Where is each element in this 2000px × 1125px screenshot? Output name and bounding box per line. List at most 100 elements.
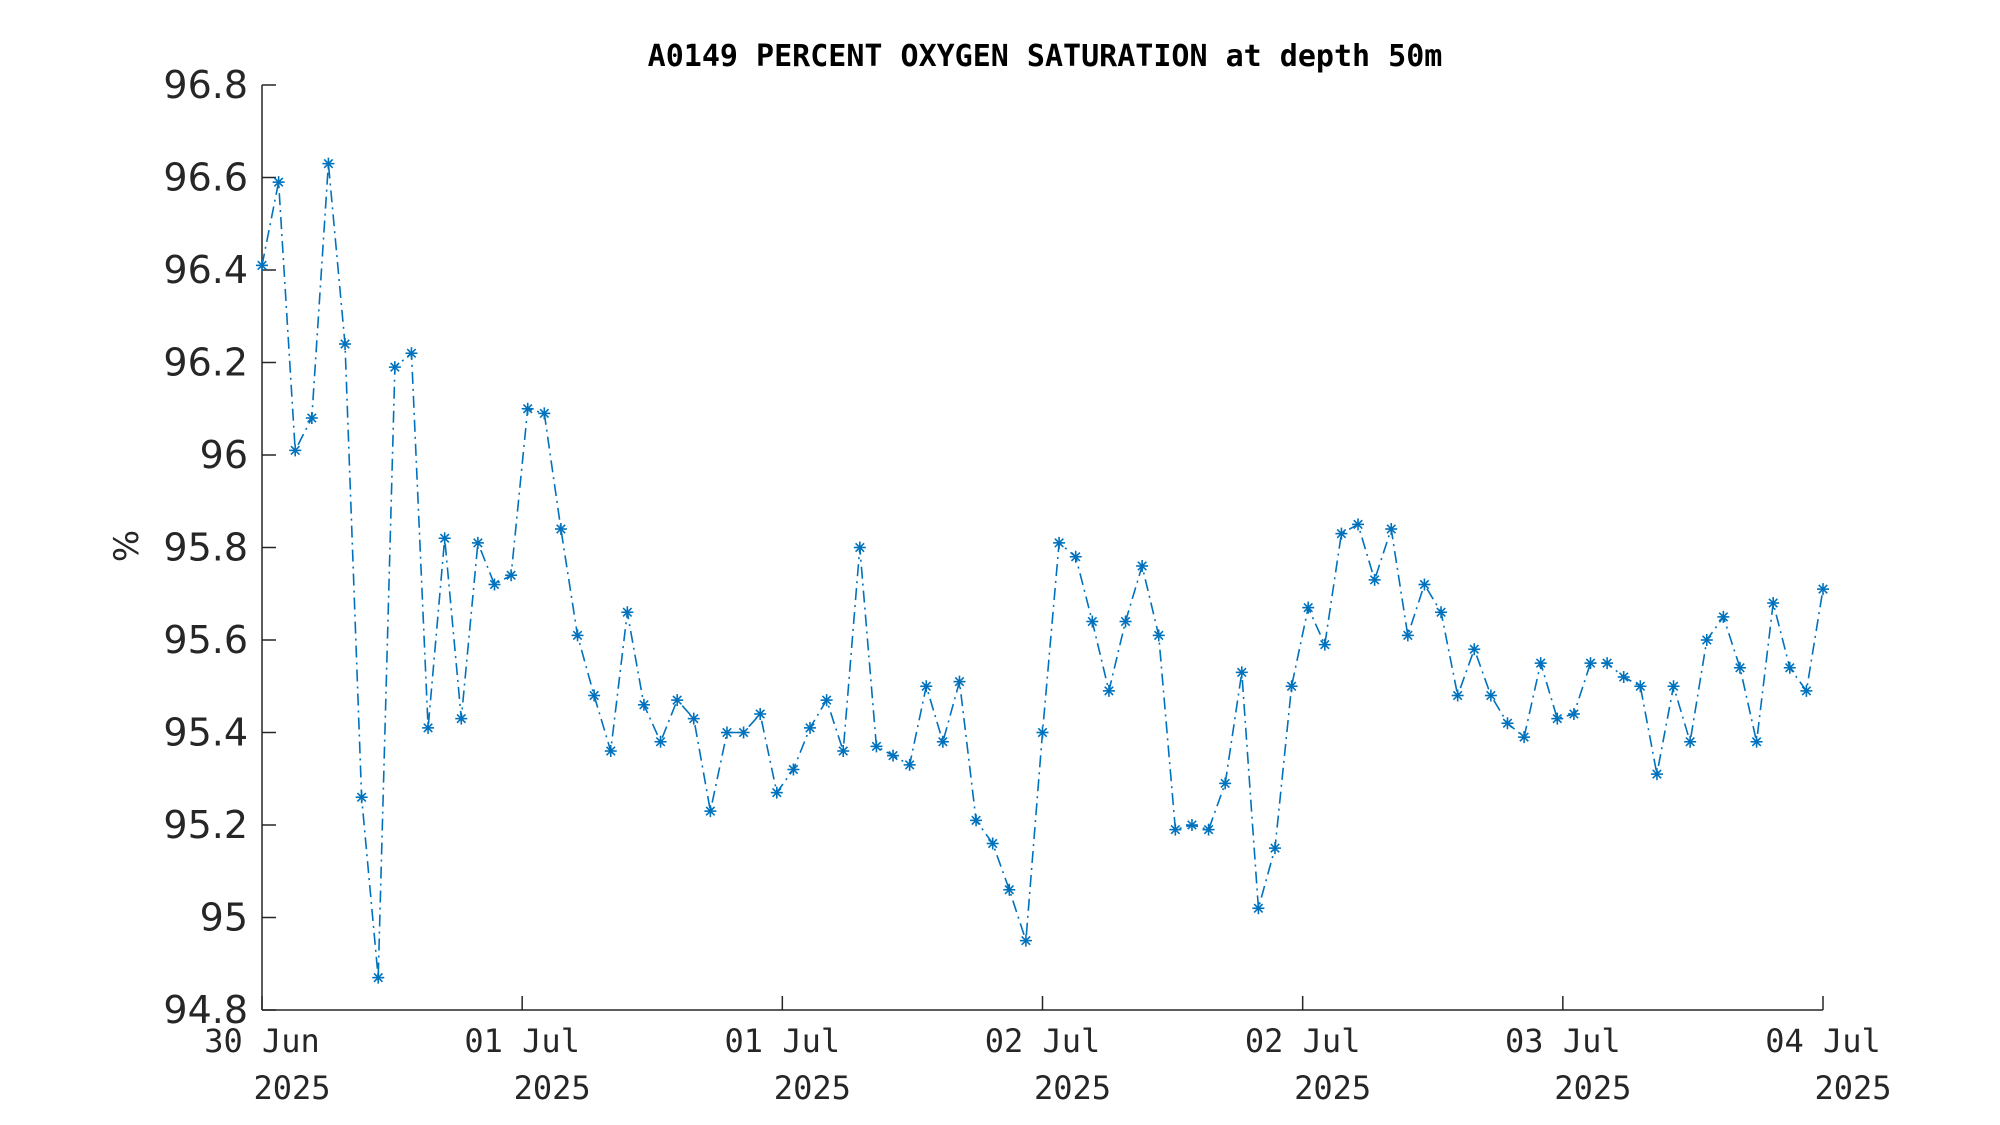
data-point: [1451, 689, 1464, 702]
chart-title: A0149 PERCENT OXYGEN SATURATION at depth…: [648, 39, 1443, 74]
data-point: [953, 675, 966, 688]
series-line: [261, 163, 1824, 978]
data-point: [637, 698, 650, 711]
data-point: [1285, 680, 1298, 693]
data-point: [405, 347, 418, 360]
data-point: [1534, 657, 1547, 670]
data-point: [256, 259, 268, 272]
data-point: [1733, 661, 1746, 674]
data-point: [970, 814, 983, 827]
data-point: [571, 629, 584, 642]
data-point: [887, 749, 900, 762]
data-point: [1468, 643, 1481, 656]
data-point: [1650, 768, 1663, 781]
data-point: [671, 694, 684, 707]
data-point: [388, 361, 401, 374]
data-point: [1551, 712, 1564, 725]
data-point: [1086, 615, 1099, 628]
y-tick-label: 94.8: [163, 988, 248, 1032]
data-point: [604, 745, 617, 757]
data-point: [422, 721, 435, 734]
data-point: [488, 578, 501, 591]
y-tick-label: 95.6: [163, 618, 248, 662]
x-tick-label-year: 2025: [1294, 1069, 1371, 1107]
data-point: [720, 726, 733, 739]
data-point: [1368, 573, 1381, 586]
data-point: [305, 412, 318, 424]
x-tick-label-date: 02 Jul: [1245, 1022, 1361, 1060]
data-point: [853, 541, 866, 554]
data-point: [455, 712, 468, 725]
data-point: [1401, 629, 1414, 642]
data-point: [1136, 560, 1149, 572]
y-axis-ticks: 94.8 95 95.2 95.4 95.6 95.8 96 96.2 96.4 96.6 96.8: [163, 63, 276, 1032]
data-point: [1318, 638, 1331, 651]
x-tick-label-date: 04 Jul: [1765, 1022, 1881, 1060]
data-point: [1518, 731, 1531, 744]
x-tick-label-date: 01 Jul: [725, 1022, 841, 1060]
y-tick-label: 96.4: [163, 248, 248, 292]
data-point: [1152, 629, 1165, 642]
data-point: [704, 805, 717, 818]
data-point: [820, 694, 833, 707]
data-point: [787, 763, 800, 776]
data-point: [1235, 666, 1248, 679]
data-point: [1302, 601, 1315, 614]
data-point: [903, 758, 916, 771]
data-point: [936, 735, 949, 748]
data-point: [438, 532, 451, 545]
data-point: [1767, 597, 1780, 609]
data-point: [1817, 583, 1829, 596]
data-point: [1567, 708, 1580, 720]
x-tick-label-year: 2025: [774, 1069, 851, 1107]
data-point: [471, 536, 484, 549]
data-point: [289, 444, 302, 457]
data-point: [1069, 550, 1082, 563]
data-point: [1684, 735, 1697, 748]
data-point: [737, 726, 750, 739]
data-point: [1584, 657, 1597, 670]
x-axis-ticks: 30 Jun 2025 01 Jul 2025 01 Jul 2025 02 Jul 2025…: [204, 996, 1892, 1107]
x-tick-label-date: 02 Jul: [985, 1022, 1101, 1060]
y-tick-label: 95.8: [163, 526, 248, 570]
data-point: [870, 740, 883, 753]
x-tick-label-date: 03 Jul: [1505, 1022, 1621, 1060]
data-point: [1617, 671, 1630, 683]
x-tick-label-date: 01 Jul: [464, 1022, 580, 1060]
data-point: [804, 721, 817, 734]
data-point: [1003, 883, 1016, 896]
data-point: [1484, 689, 1497, 702]
data-point: [1601, 657, 1614, 670]
data-point: [1700, 634, 1713, 646]
x-tick-label-date: 30 Jun: [204, 1022, 320, 1060]
data-point: [1435, 606, 1448, 619]
series-group: [256, 157, 1829, 984]
data-point: [1102, 684, 1115, 697]
data-point: [1219, 777, 1232, 790]
data-point: [687, 712, 700, 725]
data-point: [1717, 610, 1730, 623]
y-tick-label: 96.6: [163, 156, 248, 200]
data-point: [754, 708, 767, 720]
y-tick-label: 96.2: [163, 341, 248, 385]
x-tick-label-year: 2025: [253, 1069, 330, 1107]
data-point: [538, 407, 551, 420]
data-point: [372, 971, 385, 984]
data-point: [1185, 819, 1198, 831]
data-point: [1385, 523, 1398, 535]
data-point: [355, 791, 368, 804]
data-point: [1800, 684, 1813, 697]
data-point: [621, 606, 634, 619]
data-point: [770, 786, 783, 799]
data-point: [1202, 823, 1215, 836]
data-point: [272, 176, 285, 189]
y-tick-label: 95: [200, 896, 248, 940]
data-point: [521, 402, 534, 415]
x-tick-label-year: 2025: [1814, 1069, 1891, 1107]
data-point: [1268, 842, 1281, 855]
x-tick-label-year: 2025: [514, 1069, 591, 1107]
data-point: [1053, 536, 1066, 549]
data-point: [554, 523, 567, 535]
data-point: [1019, 934, 1032, 947]
